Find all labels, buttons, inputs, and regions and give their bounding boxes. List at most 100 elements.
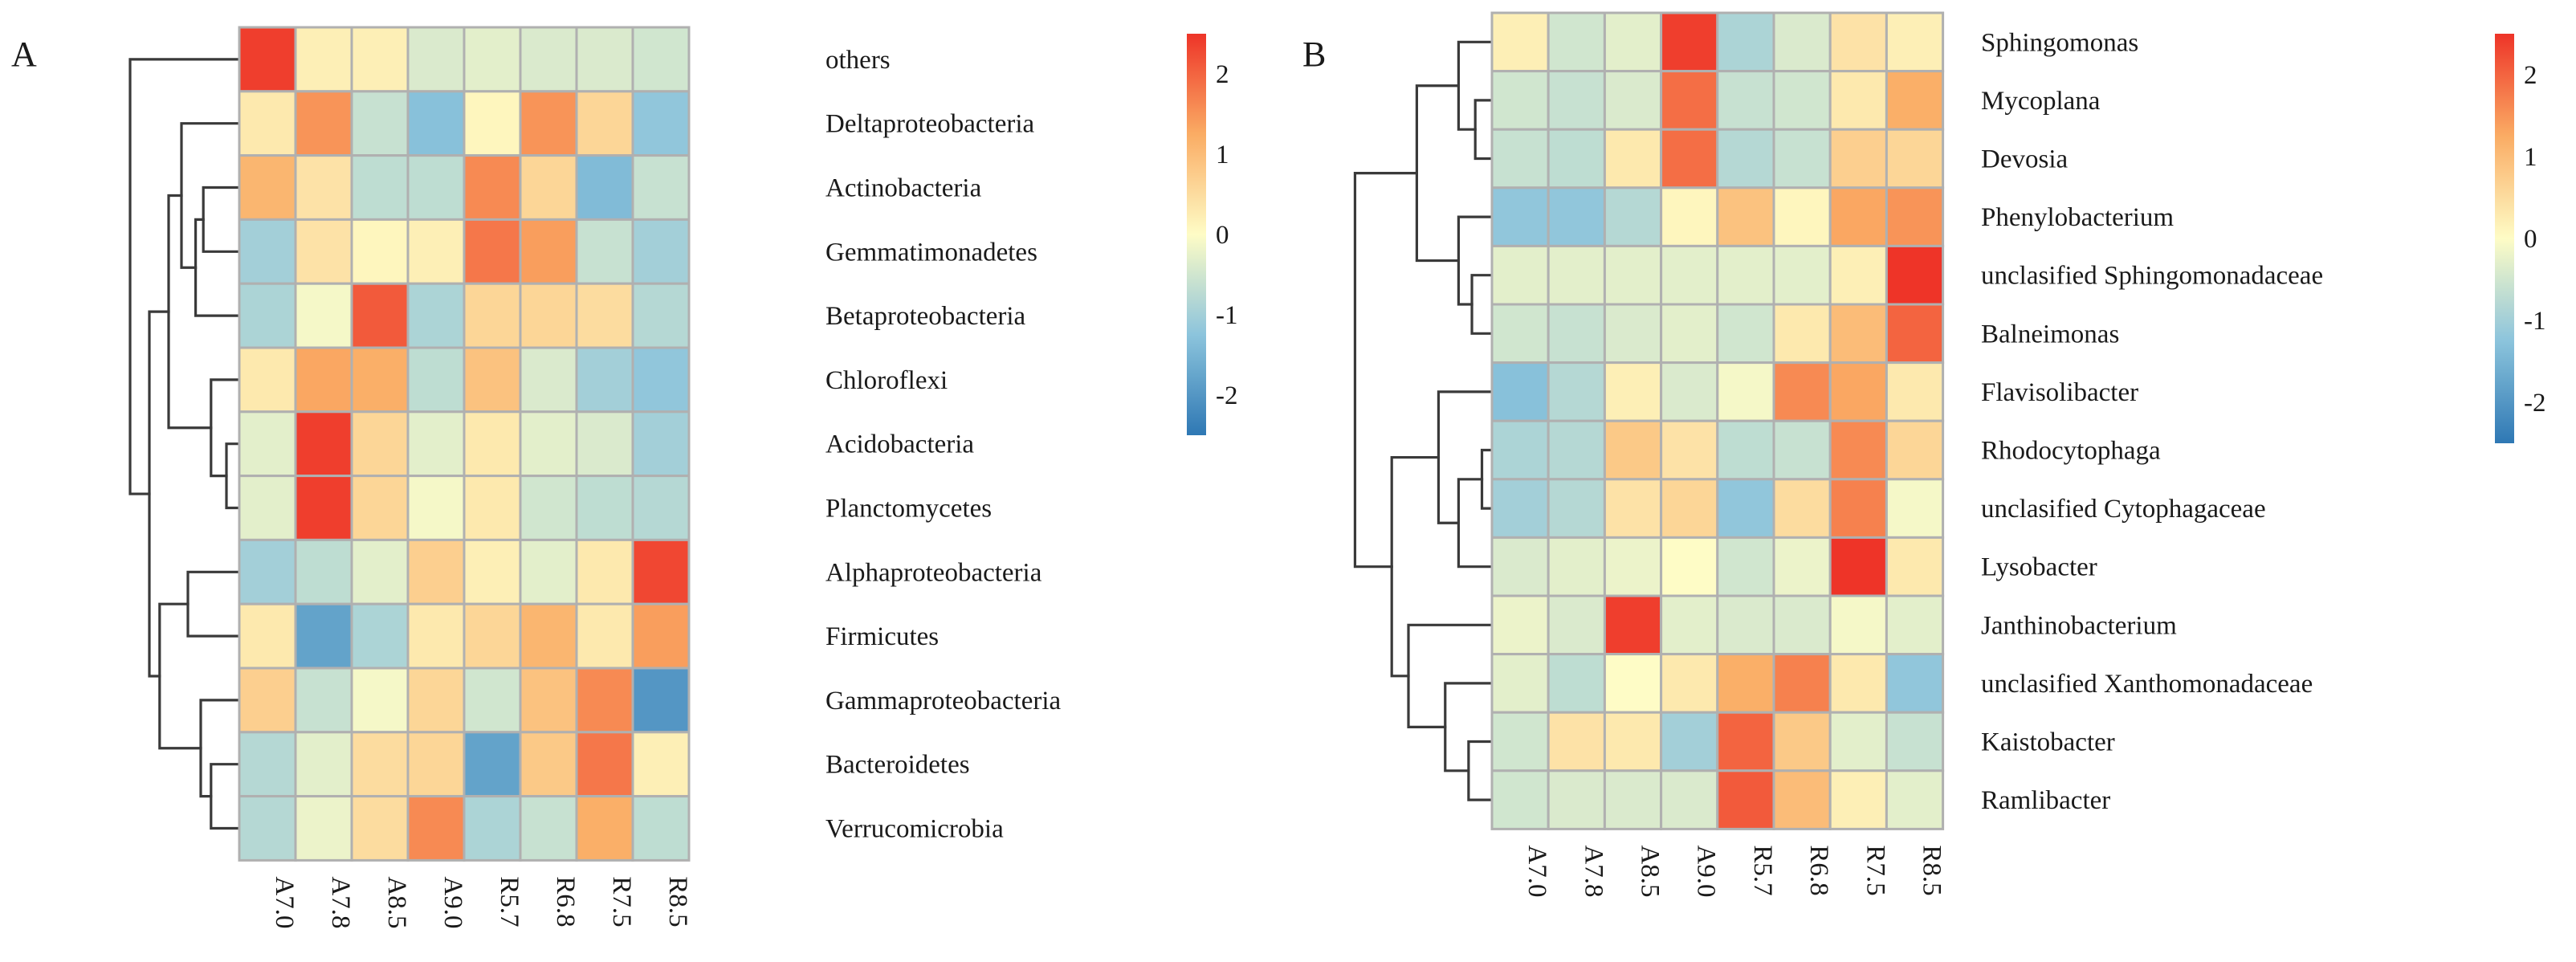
heatmap-cell-bacteroidetes-a7-8: [294, 731, 353, 798]
heatmap-cell-unclasified-sphingomonadaceae-r6-8: [1772, 244, 1832, 306]
colorbar-tick-label: 0: [1216, 221, 1229, 250]
dendrogram-branch: [158, 602, 202, 750]
dendrogram-branch: [1470, 274, 1494, 335]
column-label-r6-8: R6.8: [551, 876, 580, 927]
heatmap-cell-planctomycetes-r8-5: [631, 475, 691, 541]
heatmap-cell-devosia-a7-8: [1547, 128, 1606, 190]
heatmap-cell-phenylobacterium-a7-0: [1490, 186, 1550, 247]
heatmap-cell-lysobacter-r6-8: [1772, 536, 1832, 597]
row-label-unclasified-cytophagaceae: unclasified Cytophagaceae: [1981, 495, 2266, 524]
heatmap-cell-actinobacteria-r7-5: [575, 154, 634, 221]
heatmap-panel-b: Sphingomonas Mycoplana Devosia Phenylobacte…: [1353, 11, 2546, 897]
column-label-a9-0: A9.0: [438, 876, 467, 928]
heatmap-cell-lysobacter-a7-8: [1547, 536, 1606, 597]
heatmap-cell-deltaproteobacteria-a7-8: [294, 90, 353, 157]
heatmap-cell-unclasified-cytophagaceae-a8-5: [1603, 478, 1663, 539]
heatmap-cell-chloroflexi-r8-5: [631, 346, 691, 414]
heatmap-cell-bacteroidetes-r6-8: [519, 731, 578, 798]
heatmap-cell-kaistobacter-r6-8: [1772, 711, 1832, 772]
row-label-lysobacter: Lysobacter: [1981, 553, 2097, 582]
heatmap-cell-mycoplana-a7-0: [1490, 70, 1550, 131]
row-label-balneimonas: Balneimonas: [1981, 320, 2119, 349]
heatmap-cell-betaproteobacteria-r5-7: [463, 282, 522, 349]
heatmap-cell-chloroflexi-r7-5: [575, 346, 634, 414]
row-label-planctomycetes: Planctomycetes: [825, 495, 992, 524]
column-label-a7-0: A7.0: [270, 876, 299, 928]
heatmap-cell-rhodocytophaga-a7-8: [1547, 419, 1606, 481]
heatmap-cell-acidobacteria-a9-0: [406, 410, 466, 478]
heatmap-cell-unclasified-xanthomonadaceae-r6-8: [1772, 653, 1832, 714]
heatmap-cell-devosia-a9-0: [1660, 128, 1719, 190]
heatmap-cell-devosia-a8-5: [1603, 128, 1663, 190]
heatmap-cell-verrucomicrobia-a7-8: [294, 795, 353, 862]
heatmap-cell-sphingomonas-r6-8: [1772, 11, 1832, 73]
heatmap-cell-flavisolibacter-r7-5: [1828, 361, 1888, 422]
heatmap-cell-unclasified-sphingomonadaceae-r7-5: [1828, 244, 1888, 306]
heatmap-cell-rhodocytophaga-r8-5: [1885, 419, 1945, 481]
row-label-gammaproteobacteria: Gammaproteobacteria: [825, 687, 1062, 715]
heatmap-cell-unclasified-cytophagaceae-r5-7: [1716, 478, 1775, 539]
dendrogram-branch: [186, 570, 241, 638]
heatmap-cell-actinobacteria-r8-5: [631, 154, 691, 221]
heatmap-panel-a: others Deltaproteobacteria Actinobacteria G…: [128, 26, 1238, 928]
heatmap-cell-acidobacteria-r7-5: [575, 410, 634, 478]
heatmap-cell-betaproteobacteria-a7-0: [238, 282, 297, 349]
column-label-r6-8: R6.8: [1804, 845, 1833, 895]
heatmap-cell-others-a8-5: [350, 26, 410, 93]
dendrogram-branch: [210, 763, 241, 830]
heatmap-cell-flavisolibacter-r6-8: [1772, 361, 1832, 422]
heatmap-cell-kaistobacter-r8-5: [1885, 711, 1945, 772]
heatmap-cell-ramlibacter-r8-5: [1885, 769, 1945, 830]
column-label-r7-5: R7.5: [1861, 845, 1889, 895]
heatmap-cell-phenylobacterium-r8-5: [1885, 186, 1945, 247]
column-label-r5-7: R5.7: [495, 876, 524, 927]
heatmap-cell-chloroflexi-a8-5: [350, 346, 410, 414]
heatmap-cell-gammaproteobacteria-a7-0: [238, 666, 297, 734]
row-label-unclasified-sphingomonadaceae: unclasified Sphingomonadaceae: [1981, 262, 2323, 291]
heatmap-cell-balneimonas-a7-8: [1547, 303, 1606, 365]
heatmap-cell-unclasified-cytophagaceae-a7-8: [1547, 478, 1606, 539]
row-label-sphingomonas: Sphingomonas: [1981, 28, 2138, 57]
heatmap-cell-unclasified-xanthomonadaceae-a7-8: [1547, 653, 1606, 714]
heatmap-cell-planctomycetes-a8-5: [350, 475, 410, 541]
heatmap-cell-gammaproteobacteria-a7-8: [294, 666, 353, 734]
dendrogram-branch: [1407, 623, 1494, 728]
dendrogram-branch: [199, 699, 241, 798]
heatmap-cell-balneimonas-a9-0: [1660, 303, 1719, 365]
heatmap-cell-lysobacter-r7-5: [1828, 536, 1888, 597]
column-label-a8-5: A8.5: [1636, 845, 1665, 897]
heatmap-cell-mycoplana-a9-0: [1660, 70, 1719, 131]
heatmap-cell-sphingomonas-r8-5: [1885, 11, 1945, 73]
heatmap-cell-gemmatimonadetes-r5-7: [463, 218, 522, 285]
heatmap-cell-alphaproteobacteria-r5-7: [463, 538, 522, 605]
heatmap-cell-unclasified-xanthomonadaceae-r5-7: [1716, 653, 1775, 714]
heatmap-cell-gemmatimonadetes-a7-8: [294, 218, 353, 285]
row-label-alphaproteobacteria: Alphaproteobacteria: [825, 558, 1042, 587]
heatmap-cell-betaproteobacteria-a7-8: [294, 282, 353, 349]
colorbar-tick-label: 2: [2524, 61, 2537, 90]
heatmap-cells-b: [1490, 11, 1945, 830]
row-label-ramlibacter: Ramlibacter: [1981, 786, 2110, 815]
heatmap-cell-deltaproteobacteria-r6-8: [519, 90, 578, 157]
colorbar-tick-label: -2: [2524, 389, 2546, 418]
colorbar-gradient: [2495, 34, 2514, 443]
heatmap-cell-kaistobacter-a7-0: [1490, 711, 1550, 772]
column-labels-b: A7.0 A7.8 A8.5 A9.0 R5.7 R6.8 R7.5 R8.5: [1522, 845, 1946, 897]
heatmap-cell-mycoplana-r5-7: [1716, 70, 1775, 131]
column-label-r7-5: R7.5: [607, 876, 636, 927]
heatmap-cell-alphaproteobacteria-a9-0: [406, 538, 466, 605]
heatmap-cell-verrucomicrobia-r7-5: [575, 795, 634, 862]
heatmap-cell-gammaproteobacteria-a9-0: [406, 666, 466, 734]
heatmap-cell-rhodocytophaga-a9-0: [1660, 419, 1719, 481]
dendrogram-branch: [225, 442, 241, 510]
colorbar-tick-label: 0: [2524, 225, 2537, 254]
heatmap-cell-unclasified-xanthomonadaceae-r8-5: [1885, 653, 1945, 714]
heatmap-cell-rhodocytophaga-a8-5: [1603, 419, 1663, 481]
heatmap-cell-firmicutes-r5-7: [463, 602, 522, 670]
heatmap-cell-unclasified-xanthomonadaceae-r7-5: [1828, 653, 1888, 714]
heatmap-cell-chloroflexi-r5-7: [463, 346, 522, 414]
heatmap-cell-sphingomonas-a8-5: [1603, 11, 1663, 73]
heatmap-cell-firmicutes-a7-0: [238, 602, 297, 670]
row-dendrogram-b: [1353, 40, 1494, 801]
